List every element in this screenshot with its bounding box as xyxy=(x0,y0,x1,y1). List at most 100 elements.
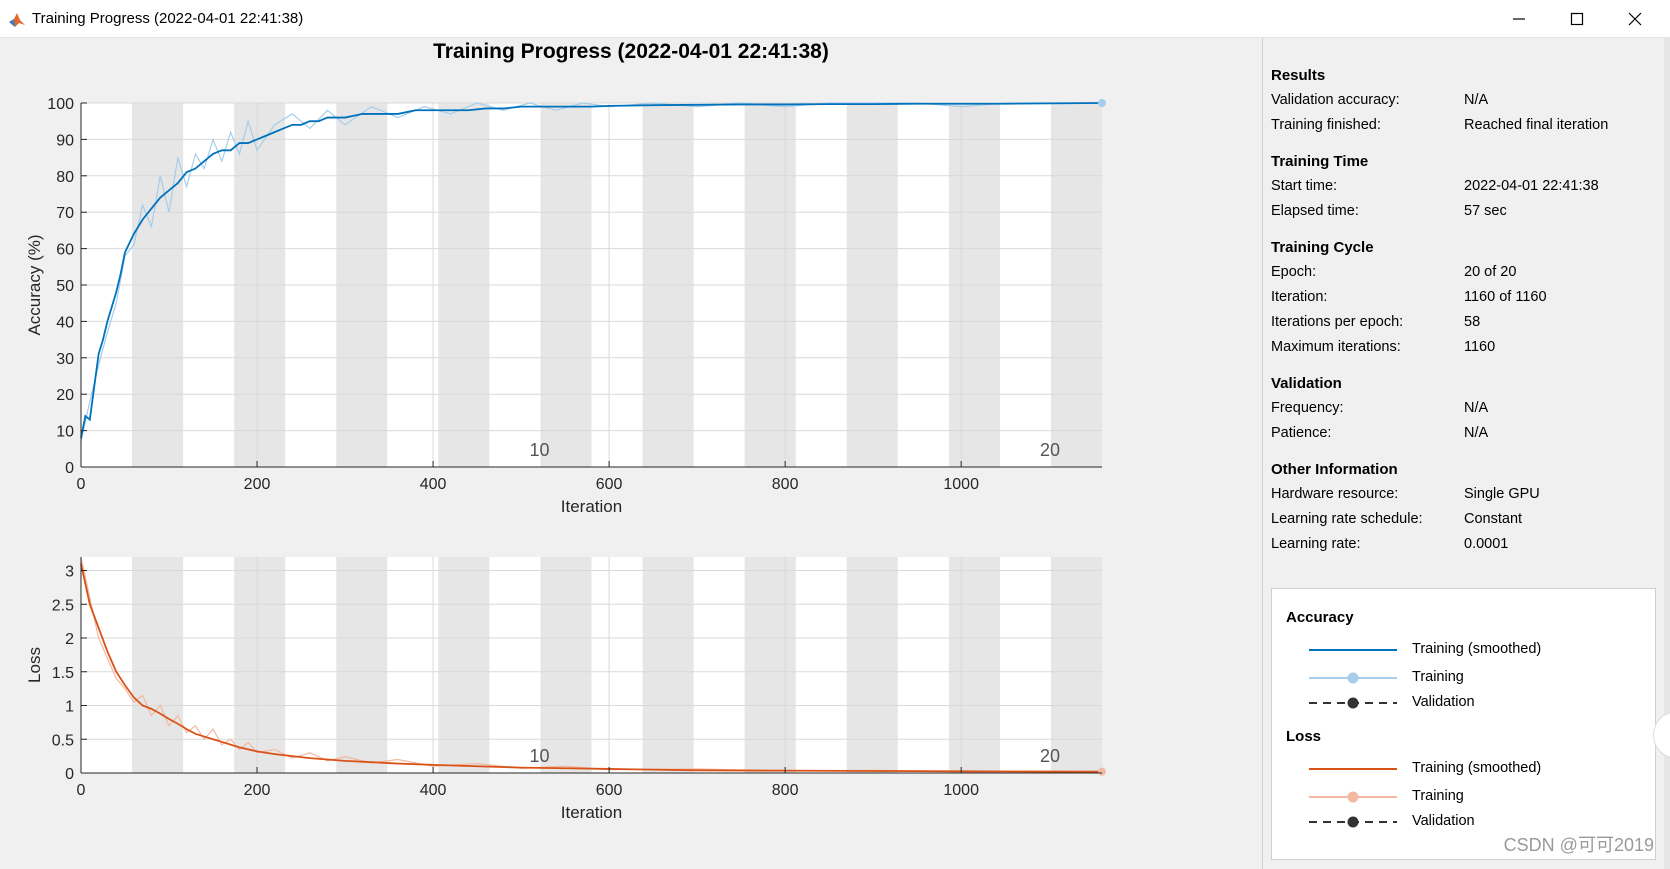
y-tick-label: 80 xyxy=(56,169,74,186)
epoch-band xyxy=(1050,557,1102,773)
info-label: Validation accuracy: xyxy=(1271,92,1400,108)
epoch-band xyxy=(846,557,898,773)
legend: Accuracy Training (smoothed) Training Valid… xyxy=(1271,588,1656,860)
x-tick-label: 1000 xyxy=(943,782,979,799)
y-tick-label: 1 xyxy=(65,699,74,716)
info-label: Elapsed time: xyxy=(1271,203,1359,219)
legend-label: Training xyxy=(1412,788,1464,804)
y-tick-label: 2 xyxy=(65,631,74,648)
y-tick-label: 40 xyxy=(56,314,74,331)
info-label: Iteration: xyxy=(1271,289,1328,305)
epoch-band xyxy=(948,557,1000,773)
legend-label: Validation xyxy=(1412,813,1475,829)
info-label: Iterations per epoch: xyxy=(1271,314,1404,330)
info-value: 0.0001 xyxy=(1464,536,1509,552)
y-axis-label: Accuracy (%) xyxy=(25,234,44,335)
y-tick-label: 60 xyxy=(56,242,74,259)
legend-label: Training (smoothed) xyxy=(1412,641,1542,657)
training-info: Results Validation accuracy: N/A Training f… xyxy=(1271,38,1651,578)
epoch-label: 20 xyxy=(1040,440,1060,460)
info-value: 1160 of 1160 xyxy=(1464,289,1547,305)
x-tick-label: 400 xyxy=(420,782,447,799)
section-title: Validation xyxy=(1271,375,1342,392)
info-label: Hardware resource: xyxy=(1271,486,1399,502)
minimize-icon xyxy=(1513,18,1525,20)
close-icon xyxy=(1628,12,1642,26)
legend-swatch xyxy=(1309,672,1397,684)
minimize-button[interactable] xyxy=(1490,0,1548,38)
info-label: Frequency: xyxy=(1271,400,1344,416)
y-tick-label: 70 xyxy=(56,205,74,222)
x-tick-label: 200 xyxy=(244,782,271,799)
info-value: N/A xyxy=(1464,400,1489,416)
epoch-band xyxy=(438,557,490,773)
legend-label: Validation xyxy=(1412,694,1475,710)
x-tick-label: 800 xyxy=(772,782,799,799)
section-title: Other Information xyxy=(1271,461,1398,478)
legend-group-title: Loss xyxy=(1286,728,1322,745)
x-tick-label: 0 xyxy=(77,476,86,493)
epoch-band xyxy=(132,557,184,773)
section-title: Results xyxy=(1271,67,1326,84)
info-value: Single GPU xyxy=(1464,486,1540,502)
info-label: Training finished: xyxy=(1271,117,1381,133)
y-tick-label: 100 xyxy=(47,96,74,113)
y-axis-label: Loss xyxy=(25,647,44,683)
matlab-logo-icon xyxy=(8,11,26,29)
legend-label: Training (smoothed) xyxy=(1412,760,1542,776)
series-smoothed-line xyxy=(80,102,1103,439)
y-tick-label: 20 xyxy=(56,387,74,404)
info-value: 57 sec xyxy=(1464,203,1507,219)
y-tick-label: 30 xyxy=(56,351,74,368)
scrollbar-track[interactable] xyxy=(1664,38,1670,869)
legend-swatch xyxy=(1309,816,1397,828)
window-title: Training Progress (2022-04-01 22:41:38) xyxy=(32,10,304,27)
y-tick-label: 2.5 xyxy=(52,597,74,614)
info-label: Start time: xyxy=(1271,178,1338,194)
y-tick-label: 10 xyxy=(56,424,74,441)
legend-swatch xyxy=(1309,697,1397,709)
info-value: 1160 xyxy=(1464,339,1496,355)
x-tick-label: 800 xyxy=(772,476,799,493)
info-value: 58 xyxy=(1464,314,1481,330)
epoch-band xyxy=(336,557,388,773)
info-label: Epoch: xyxy=(1271,264,1317,280)
epoch-band xyxy=(234,557,286,773)
info-label: Learning rate schedule: xyxy=(1271,511,1423,527)
maximize-button[interactable] xyxy=(1548,0,1606,38)
info-value: N/A xyxy=(1464,425,1489,441)
legend-swatch xyxy=(1309,791,1397,803)
legend-swatch xyxy=(1309,649,1397,651)
legend-group-title: Accuracy xyxy=(1286,609,1354,626)
x-tick-label: 600 xyxy=(596,476,623,493)
y-tick-label: 1.5 xyxy=(52,665,74,682)
window-title-bar: Training Progress (2022-04-01 22:41:38) xyxy=(0,0,1670,38)
series-smoothed-line xyxy=(80,563,1102,773)
x-tick-label: 600 xyxy=(596,782,623,799)
page-title: Training Progress (2022-04-01 22:41:38) xyxy=(433,40,829,63)
x-axis-label: Iteration xyxy=(561,497,622,516)
epoch-label: 10 xyxy=(529,746,549,766)
epoch-label: 20 xyxy=(1040,746,1060,766)
info-value: N/A xyxy=(1464,92,1489,108)
epoch-label: 10 xyxy=(529,440,549,460)
info-label: Learning rate: xyxy=(1271,536,1361,552)
info-panel: Results Validation accuracy: N/A Training f… xyxy=(1262,38,1670,869)
info-value: Constant xyxy=(1464,511,1523,527)
legend-swatch xyxy=(1309,768,1397,770)
y-tick-label: 3 xyxy=(65,564,74,581)
info-label: Maximum iterations: xyxy=(1271,339,1401,355)
section-title: Training Cycle xyxy=(1271,239,1374,256)
info-value: Reached final iteration xyxy=(1464,117,1609,133)
y-tick-label: 0 xyxy=(65,766,74,783)
x-tick-label: 0 xyxy=(77,782,86,799)
final-point-marker xyxy=(1098,99,1106,107)
info-label: Patience: xyxy=(1271,425,1332,441)
x-axis-label: Iteration xyxy=(561,803,622,822)
y-tick-label: 50 xyxy=(56,278,74,295)
y-tick-label: 0 xyxy=(65,460,74,477)
x-tick-label: 400 xyxy=(420,476,447,493)
close-button[interactable] xyxy=(1606,0,1664,38)
y-tick-label: 90 xyxy=(56,132,74,149)
